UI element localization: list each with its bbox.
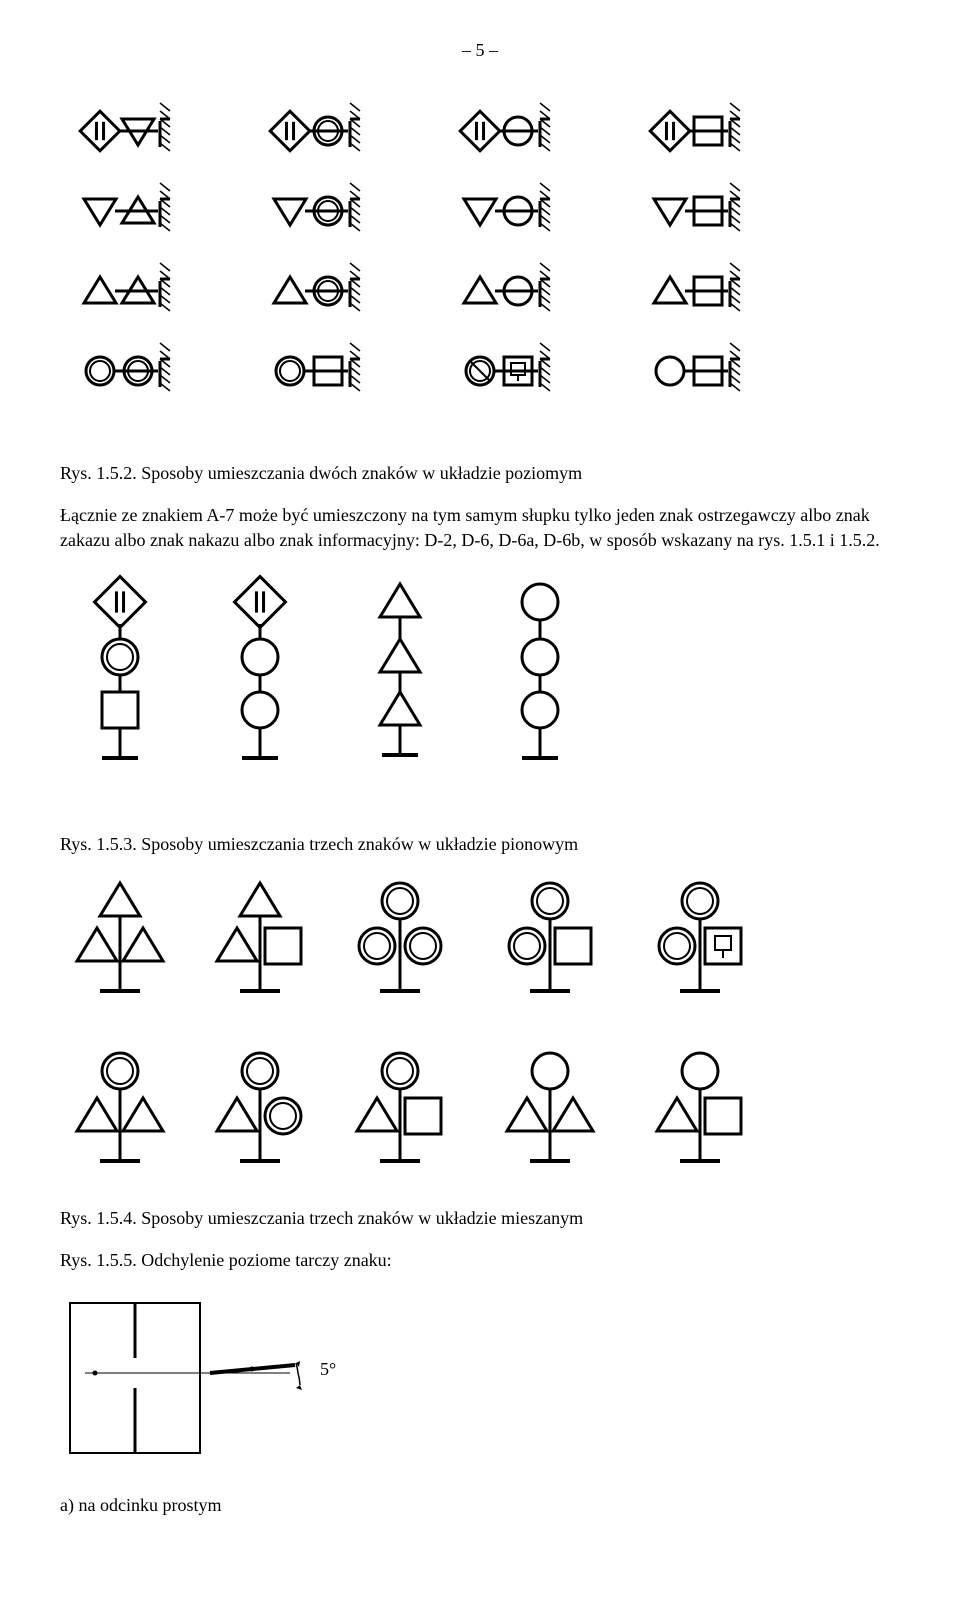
fig-1-5-2-svg xyxy=(60,101,800,431)
stack-circs-circs-circs-icon xyxy=(522,584,558,758)
pair-circslash-sqp-icon xyxy=(466,343,554,391)
mix-circd-triup-triup-icon xyxy=(77,1053,163,1161)
pair-triup-circs-icon xyxy=(464,263,554,311)
pair-circd-circd-icon xyxy=(86,343,174,391)
angle-label: 5° xyxy=(320,1359,336,1379)
stack-diamond-circs-circs-icon xyxy=(235,576,286,757)
mix-circd-triup-circd-icon xyxy=(217,1053,301,1161)
mix-circd-circd-sqp-icon xyxy=(659,883,741,991)
pair-tridn-circs-icon xyxy=(464,183,554,231)
fig-1-5-3-svg xyxy=(60,572,660,802)
fig-1-5-3-caption: Rys. 1.5.3. Sposoby umieszczania trzech … xyxy=(60,832,900,856)
figure-1-5-2 xyxy=(60,101,900,431)
stack-diamond-circd-sq-icon xyxy=(95,576,146,757)
pair-triup-triup-icon xyxy=(84,263,174,311)
pair-diamond-tridn-icon xyxy=(80,103,174,151)
pair-circs-sq-icon xyxy=(656,343,744,391)
figure-1-5-5: 5° xyxy=(60,1293,900,1463)
pair-tridn-sq-icon xyxy=(654,183,744,231)
page-number: – 5 – xyxy=(60,40,900,61)
fig-1-5-5-sublabel: a) na odcinku prostym xyxy=(60,1493,900,1517)
pair-diamond-sq-icon xyxy=(650,103,744,151)
fig-1-5-4-svg xyxy=(60,876,820,1176)
figure-1-5-4 xyxy=(60,876,900,1176)
fig-1-5-5-svg: 5° xyxy=(60,1293,420,1463)
pair-triup-sq-icon xyxy=(654,263,744,311)
pair-circd-sq-icon xyxy=(276,343,364,391)
pair-diamond-circd-icon xyxy=(270,103,364,151)
mix-triup-triup-sq-icon xyxy=(217,883,301,991)
fig-1-5-4-caption: Rys. 1.5.4. Sposoby umieszczania trzech … xyxy=(60,1206,900,1230)
paragraph-1: Łącznie ze znakiem A-7 może być umieszcz… xyxy=(60,503,900,552)
mix-triup-triup-triup-icon xyxy=(77,883,163,991)
figure-1-5-3 xyxy=(60,572,900,802)
pair-diamond-circs-icon xyxy=(460,103,554,151)
pair-tridn-circd-icon xyxy=(274,183,364,231)
fig-1-5-2-caption: Rys. 1.5.2. Sposoby umieszczania dwóch z… xyxy=(60,461,900,485)
pair-tridn-triup-icon xyxy=(84,183,174,231)
pair-triup-circd-icon xyxy=(274,263,364,311)
mix-circs-triup-sq-icon xyxy=(657,1053,741,1161)
stack-triup-triup-triup-icon xyxy=(380,584,420,755)
mix-circs-triup-triup-icon xyxy=(507,1053,593,1161)
mix-circd-triup-sq-icon xyxy=(357,1053,441,1161)
mix-circd-circd-circd-icon xyxy=(359,883,441,991)
fig-1-5-5-caption: Rys. 1.5.5. Odchylenie poziome tarczy zn… xyxy=(60,1248,900,1272)
mix-circd-circd-sq-icon xyxy=(509,883,591,991)
